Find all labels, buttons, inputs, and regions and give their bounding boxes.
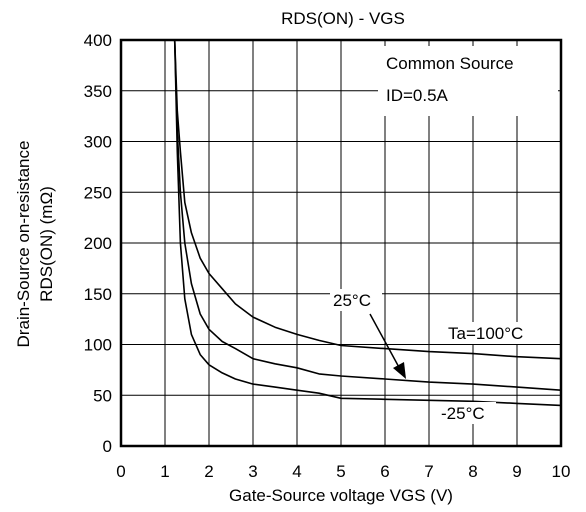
condition-line1: Common Source <box>386 54 514 73</box>
y-tick-label: 400 <box>84 31 112 50</box>
y-axis-label-line1: Drain-Source on-resistance <box>14 141 33 348</box>
plot-frame <box>119 38 563 448</box>
x-axis-label: Gate-Source voltage VGS (V) <box>229 486 453 505</box>
label-25-bg <box>330 289 382 311</box>
condition-line2: ID=0.5A <box>386 86 449 105</box>
series-label-minus25: -25°C <box>441 404 485 423</box>
x-tick-label: 8 <box>468 462 477 481</box>
y-tick-labels: 0 50 100 150 200 250 300 350 400 <box>84 31 112 456</box>
series-line-1 <box>173 39 562 391</box>
x-tick-label: 4 <box>292 462 301 481</box>
x-tick-label: 10 <box>552 462 571 481</box>
y-tick-label: 350 <box>84 82 112 101</box>
y-tick-label: 200 <box>84 234 112 253</box>
y-tick-label: 100 <box>84 336 112 355</box>
series-lines <box>173 39 562 407</box>
x-tick-label: 2 <box>204 462 213 481</box>
series-label-ta100: Ta=100°C <box>448 324 523 343</box>
x-tick-label: 6 <box>380 462 389 481</box>
x-tick-label: 3 <box>248 462 257 481</box>
x-tick-label: 5 <box>336 462 345 481</box>
x-tick-label: 9 <box>512 462 521 481</box>
condition-box <box>378 46 558 116</box>
chart-title: RDS(ON) - VGS <box>281 9 405 28</box>
label-minus25-bg <box>438 402 496 424</box>
y-tick-label: 250 <box>84 183 112 202</box>
label-ta100-bg <box>445 322 553 344</box>
x-tick-label: 1 <box>160 462 169 481</box>
x-tick-label: 0 <box>116 462 125 481</box>
series-label-25: 25°C <box>333 291 371 310</box>
y-axis-label-line2: RDS(ON) (mΩ) <box>37 186 56 302</box>
x-tick-label: 7 <box>424 462 433 481</box>
series-line-2 <box>173 39 562 407</box>
x-tick-labels: 0 1 2 3 4 5 6 7 8 9 10 <box>116 462 570 481</box>
y-tick-label: 0 <box>103 437 112 456</box>
series-line-0 <box>173 39 562 360</box>
y-tick-label: 150 <box>84 285 112 304</box>
label-arrow-line <box>369 313 402 372</box>
label-arrow-head <box>393 362 406 379</box>
y-tick-label: 50 <box>93 386 112 405</box>
y-tick-label: 300 <box>84 133 112 152</box>
